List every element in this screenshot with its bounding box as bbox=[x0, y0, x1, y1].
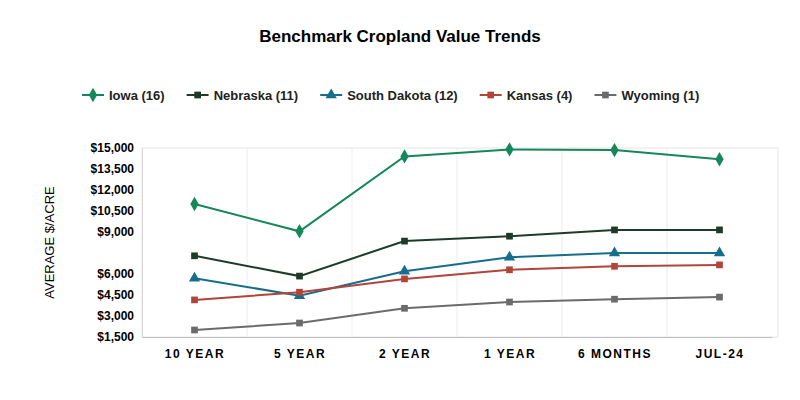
y-tick: $1,500 bbox=[97, 330, 142, 344]
legend-item: Nebraska (11) bbox=[187, 88, 299, 103]
y-tick: $13,500 bbox=[91, 162, 142, 176]
y-tick: $3,000 bbox=[97, 309, 142, 323]
y-axis-title: AVERAGE $/ACRE bbox=[42, 186, 57, 299]
series bbox=[191, 262, 723, 304]
point-marker bbox=[401, 238, 408, 245]
x-tick: JUL-24 bbox=[695, 337, 744, 361]
category-separator bbox=[352, 148, 353, 337]
y-tick: $6,000 bbox=[97, 267, 142, 281]
y-tick-label: $10,500 bbox=[91, 204, 135, 218]
y-tick: $10,500 bbox=[91, 204, 142, 218]
x-axis: 10 YEAR 5 YEAR 2 YEAR 1 YEAR 6 MONTHS JUL-24 bbox=[143, 337, 773, 361]
y-tick-label: $3,000 bbox=[97, 309, 134, 323]
category-separator bbox=[247, 148, 248, 337]
point-marker bbox=[714, 246, 725, 256]
point-marker bbox=[609, 246, 620, 256]
x-tick-label: JUL-24 bbox=[695, 347, 744, 361]
x-tick: 2 YEAR bbox=[379, 337, 431, 361]
y-tick: $15,000 bbox=[91, 141, 142, 155]
point-marker bbox=[716, 262, 723, 269]
series bbox=[189, 246, 725, 298]
point-marker bbox=[504, 251, 515, 261]
series bbox=[190, 142, 723, 238]
point-marker bbox=[399, 265, 410, 275]
x-axis-line bbox=[143, 337, 773, 338]
x-tick-label: 2 YEAR bbox=[379, 347, 431, 361]
legend-label: Iowa (16) bbox=[109, 88, 165, 103]
point-marker bbox=[716, 227, 723, 234]
legend-marker bbox=[194, 92, 201, 99]
point-marker bbox=[400, 149, 408, 163]
point-marker bbox=[191, 297, 198, 304]
y-axis-line bbox=[142, 149, 143, 338]
point-marker bbox=[611, 263, 618, 270]
legend-item: South Dakota (12) bbox=[320, 88, 458, 103]
legend-label: Nebraska (11) bbox=[214, 88, 299, 103]
point-marker bbox=[506, 266, 513, 273]
y-tick: $4,500 bbox=[97, 288, 142, 302]
x-tick: 1 YEAR bbox=[484, 337, 536, 361]
plot-frame bbox=[142, 148, 778, 337]
point-marker bbox=[506, 299, 513, 306]
legend-label: Kansas (4) bbox=[507, 88, 573, 103]
point-marker bbox=[715, 152, 723, 166]
point-marker bbox=[189, 272, 200, 282]
x-tick: 10 YEAR bbox=[165, 337, 225, 361]
legend-label: Wyoming (1) bbox=[621, 88, 699, 103]
point-marker bbox=[506, 233, 513, 240]
point-marker bbox=[191, 327, 198, 334]
legend-item: Wyoming (1) bbox=[594, 88, 699, 103]
category-separator bbox=[457, 148, 458, 337]
y-tick-label: $6,000 bbox=[97, 267, 134, 281]
point-marker bbox=[296, 273, 303, 280]
point-marker bbox=[505, 142, 513, 156]
point-marker bbox=[611, 296, 618, 303]
series-line bbox=[195, 297, 720, 330]
legend-marker bbox=[326, 88, 337, 98]
point-marker bbox=[296, 320, 303, 327]
point-marker bbox=[716, 294, 723, 301]
y-tick: $12,000 bbox=[91, 183, 142, 197]
x-tick-label: 6 MONTHS bbox=[578, 347, 652, 361]
point-marker bbox=[191, 252, 198, 259]
legend-item: Kansas (4) bbox=[480, 88, 573, 103]
legend: Iowa (16) Nebraska (11) South Dakota (12) K… bbox=[82, 88, 699, 103]
y-tick-label: $15,000 bbox=[91, 141, 135, 155]
y-tick-label: $12,000 bbox=[91, 183, 135, 197]
series-line bbox=[195, 149, 720, 231]
category-separator bbox=[667, 148, 668, 337]
legend-label: South Dakota (12) bbox=[347, 88, 458, 103]
series bbox=[191, 294, 723, 334]
point-marker bbox=[296, 289, 303, 296]
x-tick: 5 YEAR bbox=[274, 337, 326, 361]
series-line bbox=[195, 265, 720, 300]
y-tick-label: $4,500 bbox=[97, 288, 134, 302]
x-tick: 6 MONTHS bbox=[578, 337, 652, 361]
point-marker bbox=[294, 289, 305, 299]
point-marker bbox=[610, 143, 618, 157]
category-separator bbox=[562, 148, 563, 337]
point-marker bbox=[401, 305, 408, 312]
y-tick: $9,000 bbox=[97, 225, 142, 239]
point-marker bbox=[190, 197, 198, 211]
point-marker bbox=[401, 276, 408, 283]
legend-item: Iowa (16) bbox=[82, 88, 165, 103]
y-tick-label: $9,000 bbox=[97, 225, 134, 239]
y-axis: $1,500 $3,000 $4,500 $6,000 $9,000 $10,500 $12… bbox=[91, 141, 143, 344]
legend-marker bbox=[89, 88, 97, 102]
legend-marker bbox=[487, 92, 494, 99]
title: Benchmark Cropland Value Trends bbox=[259, 27, 541, 46]
y-tick-label: $13,500 bbox=[91, 162, 135, 176]
legend-marker bbox=[602, 92, 609, 99]
chart: Benchmark Cropland Value Trends Iowa (16)… bbox=[0, 0, 800, 400]
point-marker bbox=[611, 227, 618, 234]
y-tick-label: $1,500 bbox=[97, 330, 134, 344]
plot-border bbox=[142, 148, 778, 337]
point-marker bbox=[295, 224, 303, 238]
x-tick-label: 10 YEAR bbox=[165, 347, 225, 361]
x-tick-label: 1 YEAR bbox=[484, 347, 536, 361]
series-layer bbox=[189, 142, 725, 333]
x-tick-label: 5 YEAR bbox=[274, 347, 326, 361]
